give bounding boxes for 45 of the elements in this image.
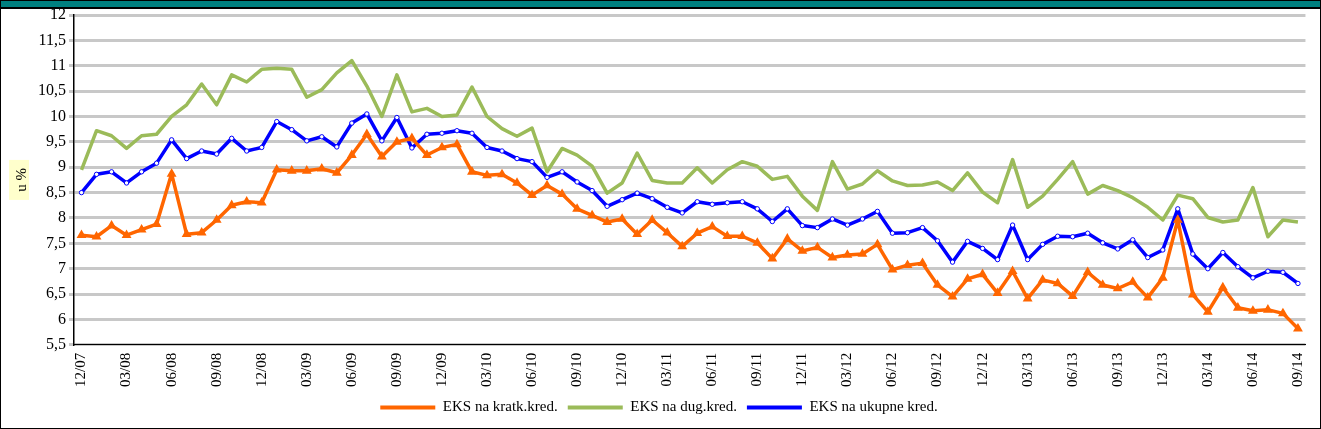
y-tick-label: 11 <box>50 55 66 73</box>
y-axis-title: u % <box>12 168 29 192</box>
y-tick-label: 8 <box>58 208 66 226</box>
y-tick-label: 10,5 <box>38 81 66 99</box>
x-tick-label: 03/14 <box>1198 352 1215 387</box>
y-tick-label: 9 <box>58 157 66 175</box>
x-tick-label: 03/08 <box>117 352 134 387</box>
x-tick-label: 03/11 <box>658 352 675 387</box>
x-tick-label: 09/10 <box>568 352 585 387</box>
x-tick-label: 03/13 <box>1018 352 1035 387</box>
x-tick-label: 09/13 <box>1108 352 1125 387</box>
y-tick-label: 9,5 <box>46 132 66 150</box>
x-tick-label: 03/12 <box>838 352 855 387</box>
y-tick-label: 7,5 <box>46 233 66 251</box>
x-tick-label: 12/09 <box>432 352 449 387</box>
x-tick-label: 12/13 <box>1153 352 1170 387</box>
x-tick-label: 12/12 <box>973 352 990 387</box>
x-tick-label: 03/09 <box>297 352 314 387</box>
x-tick-label: 06/12 <box>883 352 900 387</box>
y-tick-label: 6 <box>58 309 66 327</box>
x-tick-label: 09/11 <box>748 352 765 387</box>
x-tick-label: 09/12 <box>928 352 945 387</box>
y-tick-label: 5,5 <box>46 335 66 353</box>
x-tick-label: 06/09 <box>342 352 359 387</box>
y-tick-label: 7 <box>58 258 66 276</box>
x-tick-label: 06/13 <box>1063 352 1080 387</box>
x-tick-label: 12/07 <box>72 352 89 387</box>
x-tick-label: 06/14 <box>1243 352 1260 387</box>
legend-label: EKS na kratk.kred. <box>442 398 558 415</box>
legend-label: EKS na ukupne kred. <box>809 398 938 415</box>
x-tick-label: 03/10 <box>477 352 494 387</box>
y-tick-label: 11,5 <box>38 30 66 48</box>
x-tick-label: 12/08 <box>252 352 269 387</box>
x-tick-label: 09/14 <box>1288 352 1305 387</box>
x-tick-label: 12/11 <box>793 352 810 387</box>
y-tick-label: 6,5 <box>46 284 66 302</box>
x-tick-label: 12/10 <box>613 352 630 387</box>
y-tick-label: 8,5 <box>46 182 66 200</box>
x-tick-label: 06/08 <box>162 352 179 387</box>
x-tick-label: 06/10 <box>522 352 539 387</box>
legend-label: EKS na dug.kred. <box>630 398 737 415</box>
y-tick-label: 10 <box>50 106 66 124</box>
x-tick-label: 06/11 <box>703 352 720 387</box>
x-tick-label: 09/08 <box>207 352 224 387</box>
x-tick-label: 09/09 <box>387 352 404 387</box>
